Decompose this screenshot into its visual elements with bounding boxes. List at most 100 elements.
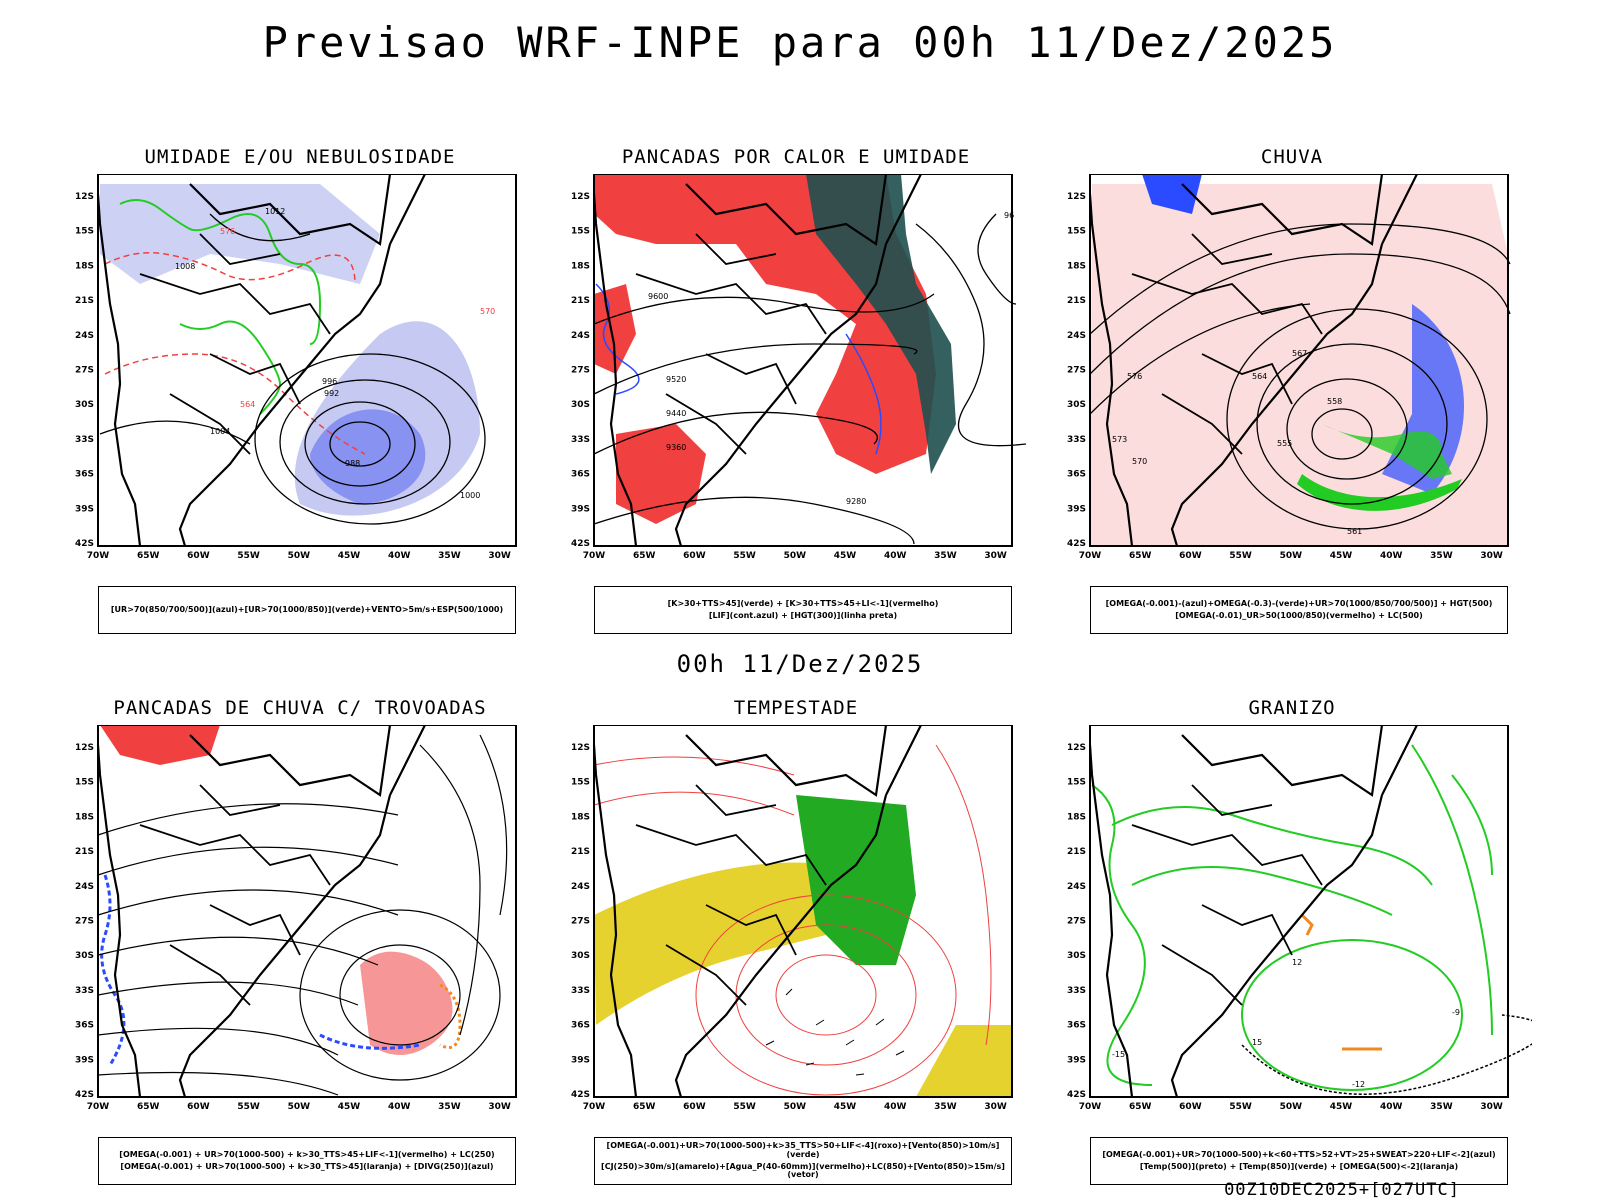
isobar-label: 996 <box>322 377 337 386</box>
lat-tick-label: 30S <box>571 951 590 961</box>
lat-tick-label: 27S <box>571 917 590 927</box>
lat-tick-label: 42S <box>1067 1090 1086 1100</box>
panel-title: TEMPESTADE <box>733 697 859 719</box>
lat-tick-label: 42S <box>75 539 94 549</box>
lon-tick-label: 35W <box>934 551 957 561</box>
panel-title: PANCADAS POR CALOR E UMIDADE <box>621 146 971 168</box>
lat-tick-label: 36S <box>1067 470 1086 480</box>
lon-tick-label: 30W <box>1480 1102 1503 1112</box>
lat-tick-label: 21S <box>1067 296 1086 306</box>
legend-line: [OMEGA(-0.01)_UR>50(1000/850)(vermelho) … <box>1175 610 1423 620</box>
lon-tick-label: 55W <box>733 551 756 561</box>
lat-tick-label: 12S <box>571 192 590 202</box>
coastline <box>96 174 426 547</box>
border-path <box>1131 233 1323 455</box>
hgt-label: 9280 <box>846 497 866 506</box>
storm-orange <box>439 983 462 1049</box>
lat-tick-label: 30S <box>75 400 94 410</box>
lat-tick-label: 24S <box>571 331 590 341</box>
lon-tick-label: 45W <box>338 1102 361 1112</box>
lat-tick-label: 42S <box>571 1090 590 1100</box>
map-pancadas-calor: 12S 15S 18S 21S 24S 27S 30S 33S 36S 39S 42S 70W 65W 6… <box>571 174 1027 561</box>
lat-tick-label: 18S <box>75 812 94 822</box>
border-path <box>1131 784 1323 1006</box>
lat-tick-label: 30S <box>1067 951 1086 961</box>
lon-tick-label: 40W <box>884 1102 907 1112</box>
lat-tick-label: 33S <box>1067 435 1086 445</box>
lat-tick-label: 18S <box>75 261 94 271</box>
lon-tick-label: 40W <box>388 1102 411 1112</box>
lat-tick-label: 30S <box>75 951 94 961</box>
lat-tick-label: 36S <box>571 1021 590 1031</box>
lon-tick-label: 50W <box>784 551 807 561</box>
lon-tick-label: 35W <box>1430 551 1453 561</box>
map-frame <box>97 725 517 1098</box>
lat-tick-label: 42S <box>571 539 590 549</box>
temp-label: -9 <box>1452 1008 1460 1017</box>
thickness-label: 576 <box>220 227 235 236</box>
lat-tick-label: 21S <box>571 296 590 306</box>
lon-tick-label: 45W <box>834 1102 857 1112</box>
border-path <box>139 784 331 1006</box>
lat-tick-label: 21S <box>75 847 94 857</box>
lat-tick-label: 33S <box>75 435 94 445</box>
lat-tick-label: 24S <box>75 882 94 892</box>
lon-tick-label: 40W <box>884 551 907 561</box>
lat-tick-label: 30S <box>571 400 590 410</box>
lat-tick-label: 33S <box>571 435 590 445</box>
lat-tick-label: 39S <box>75 1055 94 1065</box>
border-path <box>635 233 827 455</box>
humidity-green <box>119 199 322 345</box>
temp850-green <box>1091 744 1493 1091</box>
coastline-path <box>1088 725 1418 1098</box>
panel-pancadas-trovoadas: PANCADAS DE CHUVA C/ TROVOADAS 12S 15S 18S… <box>60 697 540 1185</box>
lon-tick-label: 70W <box>1079 551 1102 561</box>
temp-label: -12 <box>1352 1080 1365 1089</box>
panel-title: PANCADAS DE CHUVA C/ TROVOADAS <box>113 697 487 719</box>
lat-tick-label: 33S <box>1067 986 1086 996</box>
map-granizo: 12S 15S 18S 21S 24S 27S 30S 33S 36S 39S 42S 70W 65W 6… <box>1067 725 1532 1112</box>
lat-tick-label: 33S <box>571 986 590 996</box>
coastline-path <box>96 174 426 547</box>
lon-tick-label: 70W <box>87 551 110 561</box>
lat-tick-label: 27S <box>1067 366 1086 376</box>
hgt500-label: 555 <box>1277 439 1292 448</box>
isobar-label: 992 <box>324 389 339 398</box>
lon-tick-label: 30W <box>984 551 1007 561</box>
lon-tick-label: 70W <box>583 551 606 561</box>
lat-tick-label: 27S <box>75 366 94 376</box>
panel-title: UMIDADE E/OU NEBULOSIDADE <box>144 146 456 168</box>
lon-tick-label: 40W <box>1380 551 1403 561</box>
lon-tick-label: 60W <box>683 1102 706 1112</box>
lat-tick-label: 39S <box>571 1055 590 1065</box>
coastline-path <box>1088 174 1418 547</box>
lon-tick-label: 50W <box>288 1102 311 1112</box>
lon-tick-label: 70W <box>1079 1102 1102 1112</box>
rain-blue <box>1142 174 1202 214</box>
lat-tick-label: 21S <box>571 847 590 857</box>
legend-line: [CJ(250)>30m/s](amarelo)+[Agua_P(40-60mm… <box>601 1161 1005 1180</box>
map-frame <box>593 725 1013 1098</box>
instability-red-area <box>616 424 706 524</box>
hgt500-label: 570 <box>1132 457 1147 466</box>
lon-tick-label: 40W <box>388 551 411 561</box>
lon-tick-label: 65W <box>1129 1102 1152 1112</box>
lon-tick-label: 45W <box>1330 551 1353 561</box>
lon-tick-label: 35W <box>1430 1102 1453 1112</box>
legend-box: [OMEGA(-0.001) + UR>70(1000-500) + k>30_… <box>98 1137 516 1185</box>
lon-tick-label: 55W <box>1229 551 1252 561</box>
temp-label: -15 <box>1112 1050 1125 1059</box>
lat-tick-label: 27S <box>1067 917 1086 927</box>
lon-tick-label: 50W <box>1280 551 1303 561</box>
thickness-label: 564 <box>240 400 255 409</box>
lon-tick-label: 45W <box>1330 1102 1353 1112</box>
omega-orange <box>1300 913 1314 936</box>
lon-tick-label: 45W <box>338 551 361 561</box>
coastline-path <box>592 725 922 1098</box>
lat-tick-label: 21S <box>75 296 94 306</box>
panel-umidade: UMIDADE E/OU NEBULOSIDADE 12S 15S 18S 21S 24… <box>60 146 540 634</box>
lon-tick-label: 30W <box>1480 551 1503 561</box>
divergence-blue <box>319 1033 421 1050</box>
lon-tick-label: 35W <box>934 1102 957 1112</box>
legend-box: [K>30+TTS>45](verde) + [K>30+TTS>45+LI<-… <box>594 586 1012 634</box>
